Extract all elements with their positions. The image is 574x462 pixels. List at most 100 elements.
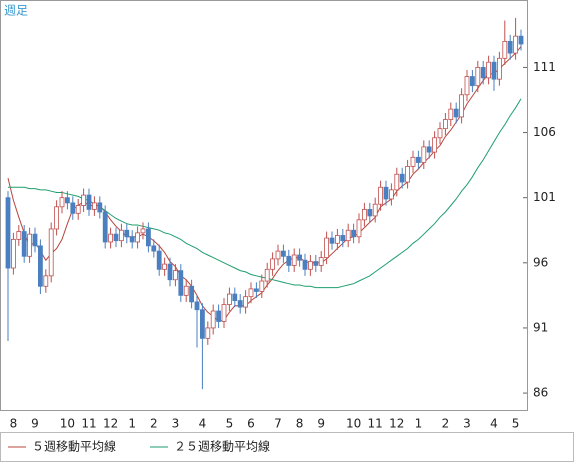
candle-body [172, 270, 178, 281]
candle-body [70, 202, 76, 214]
candle-body [426, 146, 432, 153]
candle-body [102, 211, 108, 243]
y-tick-label: 96 [533, 255, 548, 269]
candle-body [59, 197, 65, 208]
candle-body [178, 270, 184, 296]
candle-body [43, 275, 49, 287]
candle-body [259, 280, 265, 292]
x-tick-label: 1 [128, 417, 136, 431]
candle-body [232, 293, 238, 301]
x-tick-label: 9 [317, 417, 325, 431]
candle-body [329, 237, 335, 244]
candle-body [388, 189, 394, 200]
candle-body [237, 300, 243, 308]
candle-body [280, 250, 286, 257]
x-tick-label: 5 [226, 417, 234, 431]
candle-body [324, 237, 330, 259]
candle-body [189, 285, 195, 303]
x-tick-label: 9 [31, 417, 39, 431]
x-tick-label: 12 [103, 417, 118, 431]
candle-body [275, 250, 281, 260]
candle-body [502, 40, 508, 59]
candle-body [167, 263, 173, 281]
candle-body [27, 233, 33, 257]
x-tick-label: 2 [150, 417, 158, 431]
candle-body [361, 209, 367, 221]
candle-body [108, 233, 113, 243]
candle-body [38, 245, 43, 287]
candle-body [291, 254, 297, 266]
candle-body [345, 229, 351, 242]
candle-body [297, 254, 303, 261]
candle-body [183, 285, 189, 296]
candle-body [307, 261, 313, 270]
candle-body [399, 173, 405, 183]
y-tick-label: 86 [533, 386, 548, 400]
candle-body [367, 209, 373, 217]
candle-body [135, 232, 141, 243]
candle-body [405, 166, 411, 183]
candle-body [92, 202, 97, 210]
candle-body [113, 233, 119, 242]
x-tick-label: 6 [247, 417, 255, 431]
candle-body [270, 258, 276, 270]
candle-body [65, 197, 70, 204]
candle-body [81, 194, 86, 206]
x-tick-label: 3 [463, 417, 471, 431]
candle-body [491, 61, 497, 80]
candle-body [253, 288, 259, 292]
candle-body [437, 128, 443, 139]
candle-body [453, 108, 459, 118]
candle-body [10, 238, 16, 269]
x-tick-label: 10 [60, 417, 75, 431]
candle-body [394, 173, 400, 191]
x-tick-label: 2 [442, 417, 450, 431]
candle-body [518, 35, 524, 45]
candle-body [119, 229, 124, 242]
candle-body [205, 327, 211, 339]
legend-label: ５週移動平均線 [32, 439, 116, 454]
candle-body [248, 288, 254, 298]
x-tick-label: 11 [368, 417, 383, 431]
x-tick-label: 4 [490, 417, 498, 431]
candle-body [486, 61, 492, 79]
candle-body [151, 245, 157, 252]
candle-body [302, 259, 308, 270]
candle-body [442, 119, 448, 130]
candle-body [383, 186, 389, 200]
candle-body [21, 231, 27, 257]
candle-body [162, 263, 168, 270]
x-tick-label: 8 [10, 417, 18, 431]
candle-body [216, 310, 222, 322]
x-tick-label: 11 [81, 417, 96, 431]
candle-body [372, 203, 378, 217]
candle-body [464, 76, 470, 96]
candle-body [448, 108, 454, 120]
candle-body [421, 146, 427, 163]
candle-body [513, 35, 518, 54]
x-tick-label: 5 [512, 417, 520, 431]
candle-body [54, 206, 59, 230]
legend-label: ２５週移動平均線 [174, 439, 270, 454]
candle-body [475, 67, 481, 87]
candle-body [334, 235, 340, 244]
candle-body [156, 250, 162, 270]
x-tick-label: 3 [172, 417, 180, 431]
candle-body [480, 67, 486, 79]
candle-body [124, 229, 130, 238]
candle-body [5, 197, 11, 269]
y-tick-label: 106 [533, 125, 556, 139]
candle-body [351, 229, 357, 238]
candle-body [97, 202, 103, 213]
x-tick-label: 4 [199, 417, 207, 431]
y-tick-label: 101 [533, 190, 556, 204]
candle-body [86, 194, 92, 210]
candle-body [469, 76, 475, 87]
candle-body [32, 233, 38, 247]
candle-body [140, 228, 146, 234]
x-tick-label: 7 [274, 417, 282, 431]
candle-body [199, 309, 205, 339]
candle-body [286, 255, 292, 266]
